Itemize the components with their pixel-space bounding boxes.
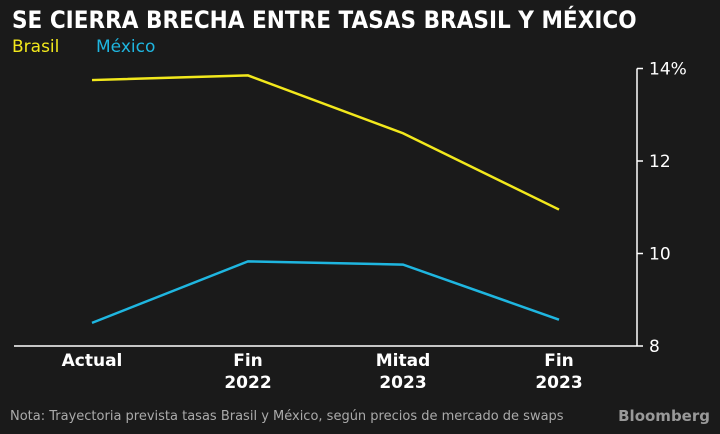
x-tick-label: 2023 xyxy=(379,373,426,393)
series-line-brasil xyxy=(91,74,560,211)
x-tick-label: Fin xyxy=(233,351,263,371)
bloomberg-logo: Bloomberg xyxy=(618,407,710,425)
series-line-méxico xyxy=(91,260,560,325)
y-tick-label: 12 xyxy=(649,152,671,172)
x-tick-label: Mitad xyxy=(376,351,431,371)
legend-brasil: Brasil xyxy=(12,37,60,57)
footnote: Nota: Trayectoria prevista tasas Brasil … xyxy=(10,409,564,424)
y-tick-label: 10 xyxy=(649,245,671,265)
y-tick-label: 14% xyxy=(649,60,687,80)
y-tick-label: 8 xyxy=(649,337,660,357)
x-tick-label: 2023 xyxy=(535,373,582,393)
x-tick-label: 2022 xyxy=(224,373,271,393)
legend-mexico: México xyxy=(96,37,156,57)
x-tick-label: Fin xyxy=(544,351,574,371)
chart-title: SE CIERRA BRECHA ENTRE TASAS BRASIL Y MÉ… xyxy=(12,6,637,34)
x-tick-label: Actual xyxy=(62,351,123,371)
